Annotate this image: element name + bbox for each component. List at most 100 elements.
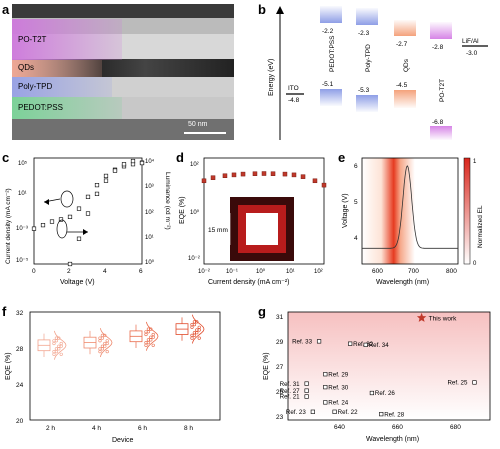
- eqe-point: [261, 171, 267, 176]
- lifal-name: LiF/Al: [462, 38, 479, 45]
- eqe-sample-point: [151, 332, 155, 337]
- luminance-point: [121, 162, 127, 167]
- c-ytick-left: 10⁻³: [16, 226, 28, 232]
- eqe-sample-point: [52, 349, 56, 354]
- layer-qds: [12, 60, 102, 77]
- distribution-curve: [100, 328, 113, 358]
- eqe-point: [270, 171, 276, 176]
- distribution-curve: [192, 314, 205, 344]
- pot2t-lower: -6.8: [432, 119, 444, 126]
- scale-bar: [184, 132, 226, 134]
- ref-point: [316, 339, 322, 344]
- g-ytick: 23: [276, 414, 284, 421]
- ref-point: [472, 380, 477, 385]
- e-ylabel: Voltage (V): [342, 193, 349, 228]
- g-ylabel: EQE (%): [263, 352, 270, 380]
- ref-label: Ref. 22: [338, 409, 359, 416]
- ref-label: Ref. 31: [280, 381, 301, 388]
- d-ytick: 10⁰: [190, 209, 200, 216]
- ref-point: [323, 400, 328, 405]
- polytpd-upper: -2.3: [358, 30, 370, 37]
- eqe-point: [210, 175, 216, 180]
- scale-bar-label: 50 nm: [188, 121, 208, 128]
- energy-axis-label: Energy (eV): [268, 59, 275, 96]
- cbar-tick: 0: [473, 261, 477, 267]
- c-ytick-right: 10¹: [145, 235, 154, 241]
- ref-point: [323, 385, 328, 390]
- d-xtick: 10⁰: [256, 268, 266, 275]
- g-ytick: 31: [276, 314, 284, 321]
- inset-size-label: 15 mm: [208, 227, 228, 234]
- energy-diagram: Energy (eV) ITO -4.8 -2.2 -5.1 PEDOT:PSS…: [268, 6, 488, 140]
- eqe-sample-point: [190, 325, 194, 329]
- eqe-sample-point: [105, 349, 109, 354]
- eqe-sample-point: [98, 349, 102, 354]
- c-ytick-right: 10⁴: [145, 158, 155, 165]
- luminance-point: [130, 158, 136, 164]
- c-ytick-left: 10⁻⁵: [16, 257, 29, 264]
- ref-label: Ref. 28: [384, 411, 405, 418]
- luminance-point: [139, 160, 145, 166]
- ref-point: [379, 412, 384, 417]
- pedot-lower: -5.1: [322, 81, 334, 88]
- current-density-point: [76, 206, 82, 211]
- ref-point: [304, 381, 309, 386]
- luminance-point: [85, 211, 91, 216]
- eqe-sample-point: [103, 341, 107, 346]
- eqe-point: [231, 172, 237, 178]
- luminance-point: [76, 236, 82, 241]
- eqe-point: [300, 174, 306, 179]
- eqe-sample-point: [197, 336, 201, 340]
- layer-pedot: [12, 97, 122, 119]
- eqe-sample-point: [149, 335, 153, 339]
- eqe-point: [291, 172, 297, 178]
- ref-point: [369, 390, 375, 396]
- eqe-sample-point: [146, 338, 150, 342]
- e-xtick: 600: [372, 268, 383, 275]
- g-xlabel: Wavelength (nm): [366, 436, 419, 443]
- layer-label: Poly-TPD: [18, 82, 53, 91]
- panel-b-label: b: [258, 2, 266, 17]
- eqe-chart: 15 mm 10⁻² 10⁻¹ 10⁰ 10¹ 10² Current dens…: [179, 157, 327, 286]
- luminance-point: [103, 178, 109, 183]
- f-category: 4 h: [92, 425, 101, 432]
- eqe-sample-point: [144, 330, 148, 334]
- eqe-sample-point: [54, 336, 59, 340]
- eqe-sample-point: [54, 347, 59, 351]
- g-ytick: 29: [276, 339, 284, 346]
- d-xtick: 10⁻¹: [226, 269, 238, 275]
- el-spectrum-curve: [362, 165, 458, 249]
- eqe-sample-point: [144, 332, 148, 337]
- distribution-curve: [54, 330, 67, 360]
- ref-label: Ref. 23: [286, 409, 307, 416]
- this-work-label: This work: [429, 315, 458, 322]
- current-density-point: [94, 183, 100, 188]
- current-density-point: [49, 219, 55, 224]
- distribution-curve: [146, 321, 159, 351]
- f-ytick: 20: [16, 418, 24, 425]
- qds-name: QDs: [403, 58, 410, 72]
- current-density-point: [40, 223, 46, 228]
- eqe-point: [321, 182, 327, 188]
- colorbar: [463, 157, 471, 265]
- current-density-point: [67, 214, 73, 219]
- f-xlabel: Device: [112, 437, 134, 444]
- eqe-point: [252, 171, 258, 176]
- eqe-point: [201, 178, 207, 184]
- f-category: 2 h: [46, 425, 55, 432]
- current-density-point: [58, 217, 64, 222]
- panel-f-label: f: [2, 304, 7, 319]
- eqe-sample-point: [52, 352, 56, 356]
- ref-label: Ref. 33: [292, 339, 313, 346]
- c-ylabel-right: Luminance (cd m⁻²): [164, 172, 171, 230]
- ref-label: Ref. 34: [369, 342, 390, 349]
- layer-label: PO-T2T: [18, 35, 47, 44]
- ref-label: Ref. 24: [328, 400, 349, 407]
- tem-image: PO-T2T QDs Poly-TPD PEDOT:PSS 50 nm: [12, 4, 234, 140]
- eqe-sample-point: [59, 341, 63, 346]
- eqe-sample-point: [190, 323, 194, 327]
- pedot-upper: -2.2: [322, 28, 334, 35]
- e-xlabel: Wavelength (nm): [376, 279, 429, 286]
- luminance-point: [112, 168, 118, 173]
- c-ytick-left: 10¹: [18, 191, 27, 197]
